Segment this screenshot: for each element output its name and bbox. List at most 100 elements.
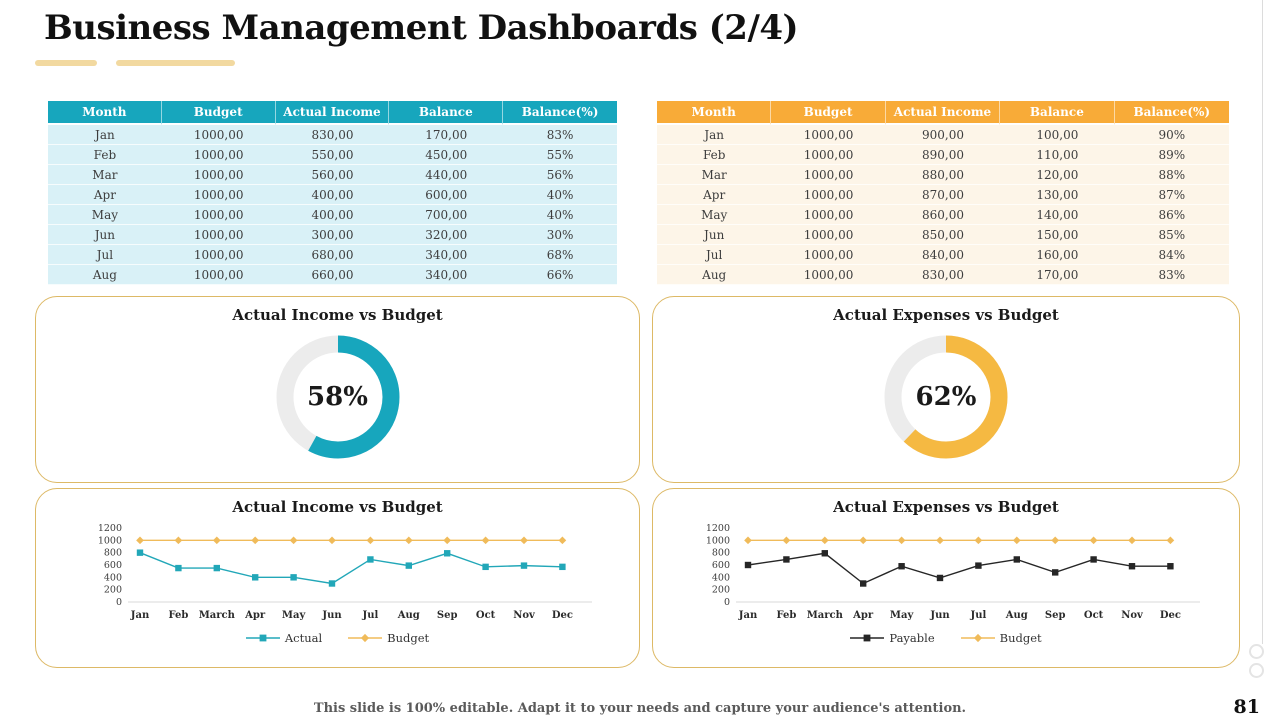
table-row: Jun 1000,00 300,00 320,00 30%	[48, 225, 617, 245]
svg-text:200: 200	[712, 585, 730, 596]
svg-text:1200: 1200	[97, 523, 121, 534]
right-edge-divider	[1262, 0, 1263, 644]
income-donut-card: Actual Income vs Budget 58%	[35, 296, 640, 483]
legend-label: Budget	[999, 631, 1042, 645]
legend-item: Budget	[348, 631, 429, 645]
column-header: Balance(%)	[1114, 101, 1229, 125]
table-row: Mar 1000,00 560,00 440,00 56%	[48, 165, 617, 185]
legend-marker-icon	[850, 634, 885, 642]
table-cell: 300,00	[275, 225, 390, 245]
table-cell: 100,00	[1000, 125, 1115, 145]
table-cell: 87%	[1114, 185, 1229, 205]
table-cell: 340,00	[389, 245, 504, 265]
donut-percentage-label: 58%	[307, 382, 368, 412]
legend-label: Budget	[387, 631, 430, 645]
svg-text:Jul: Jul	[361, 610, 378, 621]
header-row: Month Budget Actual Income Balance Balance(%…	[48, 101, 617, 125]
table-row: Apr 1000,00 870,00 130,00 87%	[657, 185, 1229, 205]
legend-marker-icon	[245, 634, 280, 642]
table-cell: 90%	[1114, 125, 1229, 145]
svg-text:Jul: Jul	[969, 610, 986, 621]
column-header: Balance	[389, 101, 504, 125]
svg-text:400: 400	[103, 572, 121, 583]
table-cell: 1000,00	[771, 245, 886, 265]
donut-ring	[884, 335, 1008, 459]
column-header: Actual Income	[275, 101, 390, 125]
table-cell: 40%	[503, 185, 617, 205]
table-cell: 850,00	[885, 225, 1001, 245]
table-cell: Apr	[48, 185, 162, 205]
table-cell: 700,00	[389, 205, 504, 225]
table-cell: 68%	[503, 245, 617, 265]
table-row: Apr 1000,00 400,00 600,00 40%	[48, 185, 617, 205]
table-cell: 880,00	[885, 165, 1001, 185]
table-cell: 40%	[503, 205, 617, 225]
chart-title: Actual Income vs Budget	[232, 498, 443, 516]
table-row: Aug 1000,00 830,00 170,00 83%	[657, 265, 1229, 285]
table-cell: 1000,00	[161, 165, 276, 185]
table-row: Mar 1000,00 880,00 120,00 88%	[657, 165, 1229, 185]
column-header: Month	[657, 101, 772, 125]
table-row: May 1000,00 400,00 700,00 40%	[48, 205, 617, 225]
svg-text:600: 600	[712, 560, 730, 571]
chart-title: Actual Expenses vs Budget	[833, 498, 1059, 516]
table-row: Jun 1000,00 850,00 150,00 85%	[657, 225, 1229, 245]
table-cell: 83%	[1114, 265, 1229, 285]
table-row: Feb 1000,00 550,00 450,00 55%	[48, 145, 617, 165]
income-line-chart: 0 200 400 600 800 1000 1200 Jan Feb March Apr May Ju…	[36, 520, 639, 628]
table-cell: 900,00	[885, 125, 1001, 145]
table-cell: 830,00	[275, 125, 390, 145]
table-row: May 1000,00 860,00 140,00 86%	[657, 205, 1229, 225]
table-cell: 1000,00	[771, 165, 886, 185]
page-number: 81	[1233, 696, 1260, 718]
donut-percentage-label: 62%	[915, 382, 977, 412]
table-cell: Jan	[657, 125, 772, 145]
table-cell: 170,00	[389, 125, 504, 145]
svg-text:Apr: Apr	[852, 610, 874, 621]
svg-text:0: 0	[724, 597, 730, 608]
table-cell: 1000,00	[771, 265, 886, 285]
legend-item: Payable	[850, 631, 935, 645]
svg-text:800: 800	[712, 548, 730, 559]
table-cell: 860,00	[885, 205, 1001, 225]
table-cell: Aug	[657, 265, 772, 285]
table-cell: 86%	[1114, 205, 1229, 225]
svg-text:Jun: Jun	[321, 610, 342, 621]
table-cell: 160,00	[1000, 245, 1115, 265]
svg-text:1000: 1000	[706, 535, 730, 546]
table-cell: 1000,00	[161, 225, 276, 245]
legend-label: Payable	[889, 631, 935, 645]
title-underline-long	[116, 60, 235, 66]
svg-text:March: March	[198, 610, 235, 621]
table-cell: 170,00	[1000, 265, 1115, 285]
page-title: Business Management Dashboards (2/4)	[44, 8, 799, 48]
column-header: Budget	[161, 101, 276, 125]
svg-text:Jan: Jan	[738, 610, 758, 621]
edge-circle-decor	[1249, 663, 1264, 678]
table-cell: Mar	[657, 165, 772, 185]
table-cell: Jan	[48, 125, 162, 145]
svg-text:800: 800	[103, 548, 121, 559]
table-cell: 680,00	[275, 245, 390, 265]
column-header: Month	[48, 101, 162, 125]
table-cell: May	[48, 205, 162, 225]
table-cell: Apr	[657, 185, 772, 205]
legend-item: Budget	[960, 631, 1042, 645]
table-cell: 890,00	[885, 145, 1001, 165]
table-cell: Jul	[48, 245, 162, 265]
income-line-card: Actual Income vs Budget 0 200 400 600 800 100…	[35, 488, 640, 668]
legend-label: Actual	[284, 631, 323, 645]
svg-text:Aug: Aug	[1005, 610, 1028, 621]
table-cell: 84%	[1114, 245, 1229, 265]
svg-text:Nov: Nov	[1121, 610, 1144, 621]
svg-text:Dec: Dec	[1160, 610, 1181, 621]
svg-text:Sep: Sep	[436, 610, 457, 621]
title-underline-short	[35, 60, 97, 66]
svg-text:1200: 1200	[706, 523, 730, 534]
table-cell: 1000,00	[161, 125, 276, 145]
table-cell: 1000,00	[161, 245, 276, 265]
svg-text:Jan: Jan	[129, 610, 149, 621]
expenses-donut-chart: 62%	[883, 334, 1009, 460]
table-cell: 560,00	[275, 165, 390, 185]
